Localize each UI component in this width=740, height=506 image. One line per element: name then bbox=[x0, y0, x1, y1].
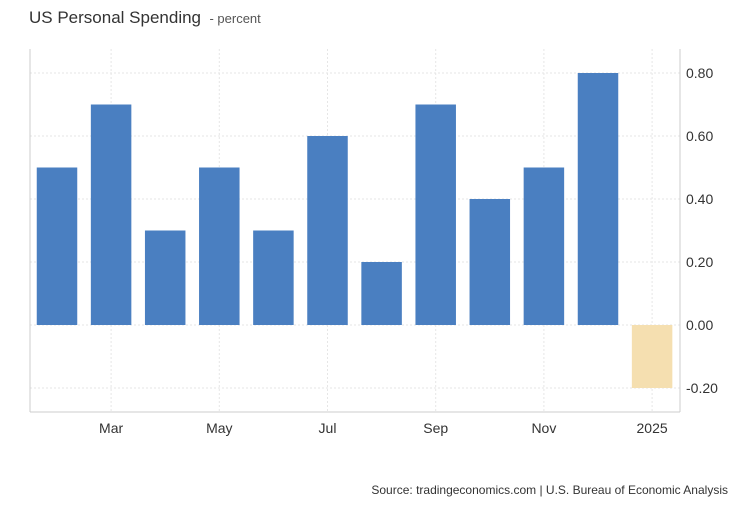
bar-feb-2024 bbox=[90, 104, 132, 325]
bar-aug-2024 bbox=[415, 104, 456, 325]
chart-subtitle: - percent bbox=[209, 11, 261, 26]
bar-apr-2024 bbox=[199, 167, 240, 325]
bar-oct-2024 bbox=[523, 167, 565, 325]
source-caption: Source: tradingeconomics.com | U.S. Bure… bbox=[371, 483, 728, 497]
x-tick-label: Jul bbox=[319, 420, 337, 436]
bar-jun-2024 bbox=[307, 136, 348, 325]
bar-jul-2024 bbox=[361, 262, 402, 325]
y-tick-label: 0.00 bbox=[686, 317, 713, 333]
bar-sep-2024 bbox=[469, 199, 511, 325]
chart-title-row: US Personal Spending - percent bbox=[29, 8, 261, 28]
x-tick-label: May bbox=[206, 420, 232, 436]
bar-chart: 0.80 0.60 0.40 0.20 0.00 -0.20 Mar May Jul Sep Nov… bbox=[29, 49, 718, 436]
bar-dec-2024 bbox=[631, 325, 673, 388]
x-tick-label: Nov bbox=[531, 420, 556, 436]
y-tick-label: 0.40 bbox=[686, 191, 713, 207]
y-tick-label: -0.20 bbox=[686, 380, 718, 396]
y-tick-label: 0.80 bbox=[686, 65, 713, 81]
bar-nov-2024 bbox=[577, 73, 619, 325]
chart-title: US Personal Spending bbox=[29, 8, 202, 27]
x-tick-label: Mar bbox=[99, 420, 123, 436]
x-tick-label: Sep bbox=[423, 420, 448, 436]
x-tick-label: 2025 bbox=[637, 420, 668, 436]
y-tick-label: 0.20 bbox=[686, 254, 713, 270]
bar-jan-2024 bbox=[36, 167, 78, 325]
bar-mar-2024 bbox=[144, 230, 186, 325]
y-tick-label: 0.60 bbox=[686, 128, 713, 144]
bar-may-2024 bbox=[253, 230, 294, 325]
